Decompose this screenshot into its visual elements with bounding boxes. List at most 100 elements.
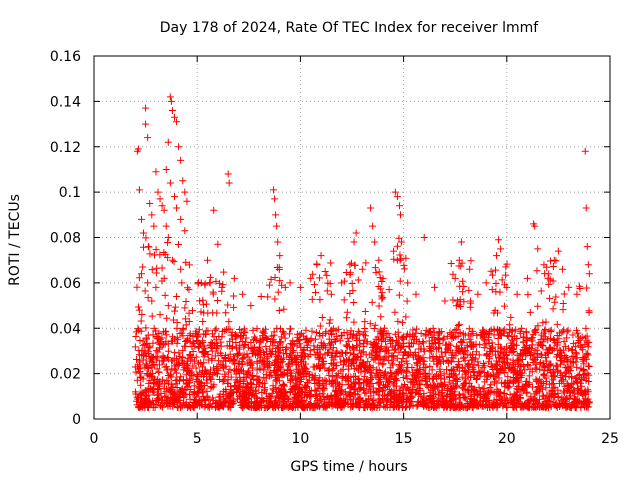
data-point bbox=[472, 348, 480, 356]
data-point bbox=[265, 360, 273, 368]
data-point bbox=[447, 330, 455, 338]
data-point bbox=[137, 373, 145, 381]
data-point bbox=[452, 381, 460, 389]
data-point bbox=[275, 306, 283, 314]
data-point bbox=[158, 202, 166, 210]
data-point bbox=[374, 395, 382, 403]
data-point bbox=[532, 387, 540, 395]
data-point bbox=[376, 377, 384, 385]
data-point bbox=[502, 394, 510, 402]
data-point bbox=[506, 391, 514, 399]
y-tick-label: 0.12 bbox=[50, 140, 81, 156]
data-point bbox=[553, 353, 561, 361]
data-point bbox=[369, 384, 377, 392]
data-point bbox=[562, 373, 570, 381]
data-point bbox=[428, 386, 436, 394]
data-point bbox=[221, 370, 229, 378]
data-point bbox=[465, 363, 473, 371]
data-point bbox=[466, 265, 474, 273]
data-point bbox=[317, 252, 325, 260]
data-point bbox=[170, 258, 178, 266]
data-point bbox=[375, 256, 383, 264]
data-point bbox=[247, 345, 255, 353]
data-point bbox=[384, 329, 392, 337]
data-point bbox=[344, 334, 352, 342]
data-point bbox=[534, 322, 542, 330]
data-point bbox=[207, 375, 215, 383]
data-point bbox=[376, 274, 384, 282]
data-point bbox=[275, 363, 283, 371]
data-point bbox=[183, 284, 191, 292]
data-point bbox=[263, 355, 271, 363]
data-point bbox=[537, 335, 545, 343]
data-point bbox=[377, 368, 385, 376]
data-point bbox=[148, 266, 156, 274]
data-point bbox=[288, 347, 296, 355]
data-point bbox=[217, 338, 225, 346]
data-point bbox=[456, 282, 464, 290]
data-point bbox=[327, 259, 335, 267]
data-point bbox=[212, 277, 220, 285]
data-point bbox=[272, 348, 280, 356]
data-point bbox=[247, 302, 255, 310]
data-point bbox=[552, 293, 560, 301]
data-point bbox=[351, 379, 359, 387]
data-point bbox=[560, 326, 568, 334]
data-point bbox=[553, 341, 561, 349]
data-point bbox=[170, 193, 178, 201]
axis-ticks bbox=[93, 55, 611, 420]
data-point bbox=[148, 211, 156, 219]
data-point bbox=[345, 343, 353, 351]
data-point bbox=[483, 373, 491, 381]
data-point bbox=[272, 211, 280, 219]
data-point bbox=[280, 305, 288, 313]
data-point bbox=[345, 381, 353, 389]
data-point bbox=[237, 398, 245, 406]
data-point bbox=[559, 306, 567, 314]
data-point bbox=[192, 393, 200, 401]
data-point bbox=[144, 243, 152, 251]
data-point bbox=[384, 383, 392, 391]
data-point bbox=[249, 390, 257, 398]
data-point bbox=[499, 327, 507, 335]
data-point bbox=[359, 348, 367, 356]
data-point bbox=[541, 397, 549, 405]
data-point bbox=[463, 343, 471, 351]
data-point bbox=[214, 296, 222, 304]
data-point bbox=[262, 342, 270, 350]
data-point bbox=[549, 305, 557, 313]
data-point bbox=[435, 344, 443, 352]
data-point bbox=[243, 350, 251, 358]
data-point bbox=[190, 357, 198, 365]
data-point bbox=[407, 378, 415, 386]
data-point bbox=[452, 371, 460, 379]
data-point bbox=[311, 335, 319, 343]
data-point bbox=[458, 259, 466, 267]
data-point bbox=[198, 401, 206, 409]
data-point bbox=[194, 337, 202, 345]
data-point bbox=[293, 365, 301, 373]
data-point bbox=[447, 260, 455, 268]
data-point bbox=[249, 326, 257, 334]
data-point bbox=[485, 358, 493, 366]
data-point bbox=[394, 317, 402, 325]
data-point bbox=[523, 274, 531, 282]
data-point bbox=[386, 333, 394, 341]
data-point bbox=[300, 363, 308, 371]
data-point bbox=[523, 398, 531, 406]
data-point bbox=[345, 362, 353, 370]
data-point bbox=[431, 283, 439, 291]
data-point bbox=[297, 375, 305, 383]
data-point bbox=[141, 341, 149, 349]
data-point bbox=[183, 337, 191, 345]
data-point bbox=[500, 359, 508, 367]
data-point bbox=[273, 388, 281, 396]
data-point bbox=[383, 343, 391, 351]
data-point bbox=[525, 344, 533, 352]
data-point bbox=[152, 327, 160, 335]
data-point bbox=[402, 254, 410, 262]
data-point bbox=[152, 246, 160, 254]
data-point bbox=[501, 369, 509, 377]
data-point bbox=[152, 168, 160, 176]
data-point bbox=[323, 349, 331, 357]
